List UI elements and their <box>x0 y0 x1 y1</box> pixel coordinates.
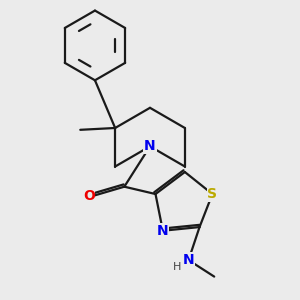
Text: N: N <box>183 253 194 267</box>
Text: N: N <box>144 139 156 153</box>
Text: H: H <box>173 262 182 272</box>
Text: O: O <box>83 189 95 203</box>
Text: N: N <box>157 224 169 238</box>
Text: S: S <box>207 187 218 201</box>
